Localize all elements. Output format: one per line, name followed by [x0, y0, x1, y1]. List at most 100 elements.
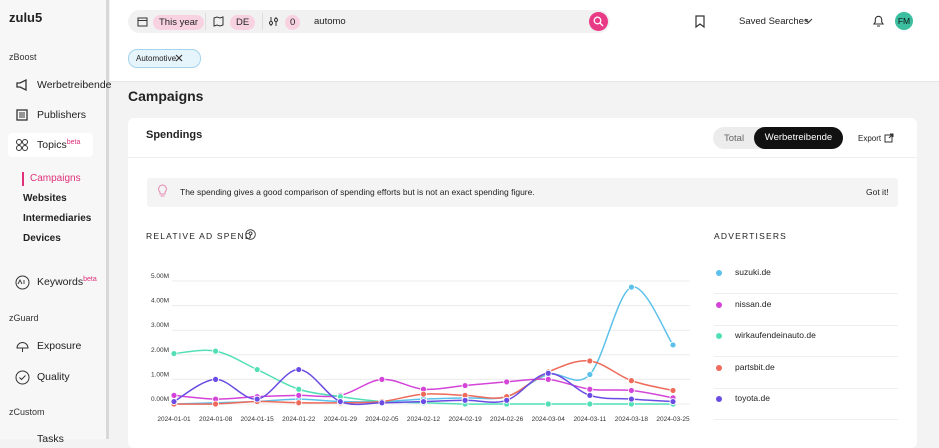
nav-item[interactable]: Keywordsbeta	[37, 276, 97, 288]
selected-bg	[8, 133, 93, 157]
chip-close[interactable]	[175, 54, 183, 62]
y-tick-label: 0.00M	[151, 396, 169, 403]
country-filter[interactable]: DE	[230, 15, 256, 30]
x-tick-label: 2024-01-15	[241, 416, 275, 423]
data-point	[586, 400, 594, 408]
group-title: zCustom	[9, 407, 45, 417]
bookmark-icon[interactable]	[694, 15, 706, 28]
data-point	[503, 396, 511, 404]
search-input[interactable]: automo	[314, 16, 346, 27]
x-tick-label: 2024-02-05	[365, 416, 399, 423]
data-point	[461, 382, 469, 389]
saved-searches[interactable]: Saved Searches	[739, 16, 809, 27]
x-tick-label: 2024-02-12	[407, 416, 441, 423]
sidebar	[0, 0, 107, 439]
label: Keywords	[37, 276, 84, 288]
data-point	[503, 378, 511, 386]
icon	[137, 17, 148, 27]
data-point	[295, 385, 303, 393]
search-button[interactable]	[589, 12, 608, 31]
data-point	[212, 376, 219, 383]
bell-icon[interactable]	[872, 14, 885, 28]
data-point	[544, 400, 552, 408]
data-point	[628, 387, 635, 394]
chart-title: RELATIVE AD SPEND	[146, 231, 253, 241]
legend-swatch	[716, 333, 722, 339]
data-point	[253, 366, 261, 373]
data-point	[336, 398, 344, 405]
toggle-option[interactable]: Total	[724, 133, 745, 144]
legend-item[interactable]: partsbit.de	[714, 362, 898, 389]
data-point	[170, 391, 178, 399]
x-tick-label: 2024-01-08	[199, 416, 233, 423]
chart: 0.00M 1.00M 2.00M 3.00M 4.00M 5.00M 2024-01-01…	[151, 273, 690, 423]
legend-item[interactable]: nissan.de	[714, 299, 898, 326]
data-point	[212, 347, 219, 355]
data-point	[628, 283, 635, 291]
card	[128, 118, 917, 448]
help-icon[interactable]	[245, 229, 256, 240]
date-filter[interactable]: This year	[153, 15, 205, 30]
dismiss-button[interactable]: Got it!	[866, 187, 889, 197]
bulb-icon	[158, 184, 167, 197]
logo[interactable]: zulu5	[9, 10, 43, 25]
legend-label: partsbit.de	[735, 361, 775, 372]
icon	[16, 78, 27, 92]
sub-item[interactable]: Campaigns	[30, 173, 81, 184]
group-title: zBoost	[9, 52, 37, 62]
sub-item[interactable]: Intermediaries	[23, 213, 92, 224]
filter-count[interactable]: 0	[285, 15, 301, 30]
x-tick-label: 2024-02-26	[490, 416, 524, 423]
legend-swatch	[716, 270, 722, 276]
export-button[interactable]: Export	[858, 134, 882, 143]
x-tick-label: 2024-03-25	[656, 416, 690, 423]
export-icon	[884, 133, 894, 143]
data-point	[628, 377, 635, 385]
data-point	[586, 357, 594, 365]
data-point	[544, 376, 552, 383]
legend-title: ADVERTISERS	[714, 231, 788, 241]
data-point	[669, 387, 677, 394]
icon	[269, 17, 278, 26]
legend-swatch	[716, 396, 722, 402]
legend-label: nissan.de	[735, 298, 772, 309]
toggle-option-active[interactable]: Werbetreibende	[754, 127, 843, 149]
x-tick-label: 2024-01-29	[324, 416, 358, 423]
data-point	[212, 400, 219, 408]
icon	[16, 109, 28, 121]
legend-item[interactable]: toyota.de	[714, 393, 898, 420]
data-point	[586, 391, 594, 399]
badge: beta	[83, 276, 97, 283]
nav-item[interactable]: Werbetreibende	[37, 79, 112, 91]
data-point	[295, 399, 303, 407]
card-title: Spendings	[146, 129, 203, 141]
data-point	[628, 395, 635, 403]
y-tick-label: 4.00M	[151, 298, 169, 305]
data-point	[170, 398, 178, 405]
legend-item[interactable]: wirkaufendeinauto.de	[714, 330, 898, 357]
avatar[interactable]: FM	[895, 12, 913, 30]
x-tick-label: 2024-03-18	[615, 416, 649, 423]
nav-item[interactable]: Tasks	[37, 433, 64, 445]
sub-item[interactable]: Devices	[23, 233, 61, 244]
legend-label: wirkaufendeinauto.de	[735, 330, 816, 340]
nav-item[interactable]: Publishers	[37, 109, 87, 121]
data-point	[669, 398, 677, 405]
x-tick-label: 2024-03-04	[532, 416, 566, 423]
data-point	[544, 369, 552, 377]
x-tick-label: 2024-01-22	[282, 416, 316, 423]
filter-chip[interactable]: Automotive	[128, 49, 202, 68]
nav-item[interactable]: Quality	[37, 371, 70, 383]
icon	[16, 139, 28, 151]
legend-label: suzuki.de	[735, 267, 771, 277]
active-bar	[22, 172, 24, 186]
divider	[262, 13, 263, 30]
info-box	[147, 178, 898, 207]
sub-item[interactable]: Websites	[23, 193, 67, 204]
icon	[15, 370, 30, 385]
legend-item[interactable]: suzuki.de	[714, 267, 898, 294]
nav-item[interactable]: Topicsbeta	[37, 139, 80, 151]
icon	[15, 275, 30, 290]
nav-item[interactable]: Exposure	[37, 340, 82, 352]
